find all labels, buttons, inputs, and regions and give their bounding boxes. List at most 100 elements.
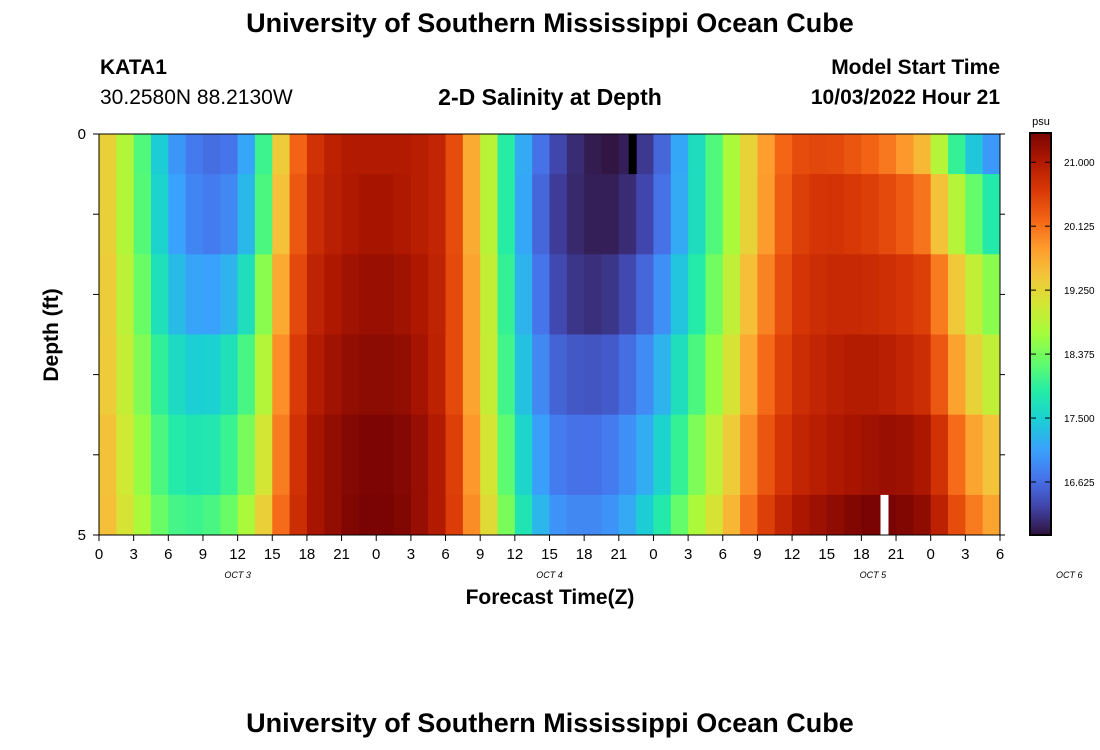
heatmap-cell [445,134,464,175]
heatmap-cell [220,414,239,496]
heatmap-cell [532,254,551,336]
heatmap-cell [584,254,603,336]
heatmap-cell [982,254,1000,336]
heatmap-cell [826,254,845,336]
heatmap-cell [792,334,811,416]
heatmap-cell [584,174,603,255]
heatmap-cell [532,494,551,535]
heatmap-cell [324,414,343,496]
heatmap-cell [948,414,966,496]
heatmap-cell [306,254,325,336]
heatmap-cell [896,254,914,336]
heatmap-cell [601,414,620,496]
heatmap-cell [670,334,689,416]
y-axis: 05 [78,126,1005,544]
heatmap-cell [220,494,239,535]
colorbar: psu 21.000 20.125 19.250 18.375 17.500 16.625 [1029,116,1095,536]
page-title: University of Southern Mississippi Ocean… [246,8,854,38]
x-tick-label: 3 [407,546,415,563]
heatmap-cell [757,134,776,175]
x-tick-label: 0 [649,546,657,563]
colorbar-tick-label: 16.625 [1064,478,1095,489]
heatmap-cell [844,334,862,416]
heatmap-cell [601,254,620,336]
heatmap-cell [948,254,966,336]
x-tick-label: 0 [927,546,935,563]
heatmap-cell [185,494,204,535]
heatmap-cell [913,494,932,535]
heatmap-cell [757,494,776,535]
heatmap-cell [116,494,135,535]
heatmap-cell [809,414,828,496]
heatmap-cell [410,254,429,336]
heatmap-cell [930,334,949,416]
heatmap-cell [358,334,377,416]
heatmap-cell [445,254,464,336]
heatmap-cell [930,254,949,336]
heatmap-cell [428,334,447,416]
heatmap-cell [445,334,464,416]
heatmap-cell [462,414,481,496]
heatmap-cell [740,414,759,496]
heatmap-cell [688,334,707,416]
heatmap-cell [497,134,516,175]
heatmap-cell [254,174,273,255]
missing-data-bar [628,134,637,175]
heatmap-cell [133,134,152,175]
heatmap-cell [705,254,724,336]
x-tick-label: 0 [372,546,380,563]
heatmap-cell [653,494,672,535]
heatmap-cell [878,134,897,175]
heatmap-cell [670,494,689,535]
heatmap-cell [324,174,343,255]
heatmap-cell [497,334,516,416]
heatmap-cell [722,174,741,255]
heatmap-cell [150,254,169,336]
heatmap-cell [480,134,499,175]
heatmap-cell [116,254,135,336]
heatmap-cell [202,414,221,496]
heatmap-cell [410,494,429,535]
heatmap-cell [584,134,603,175]
station-coordinates: 30.2580N 88.2130W [100,86,293,109]
heatmap-cell [740,494,759,535]
day-label: OCT 4 [536,570,563,580]
heatmap-cell [792,174,811,255]
heatmap-cell [844,254,862,336]
heatmap-cell [462,134,481,175]
heatmap-cell [237,334,256,416]
heatmap-cell [826,334,845,416]
heatmap-cell [982,134,1000,175]
heatmap-cell [497,494,516,535]
heatmap-cell [99,414,117,496]
heatmap-cell [930,174,949,255]
heatmap-cell [948,174,966,255]
heatmap-cell [688,414,707,496]
heatmap-cell [272,334,291,416]
heatmap-cell [306,414,325,496]
heatmap-cell [185,254,204,336]
heatmap-cell [861,494,880,535]
heatmap-cell [445,414,464,496]
heatmap-cell [272,494,291,535]
heatmap-cell [792,494,811,535]
heatmap-cell [948,334,966,416]
heatmap-cell [428,254,447,336]
heatmap-cell [688,134,707,175]
heatmap-cell [445,494,464,535]
heatmap-cell [653,254,672,336]
colorbar-swatch [1029,132,1052,536]
footer-title: University of Southern Mississippi Ocean… [246,708,854,738]
heatmap-cell [584,414,603,496]
heatmap-cell [254,134,273,175]
heatmap-cell [532,174,551,255]
heatmap-cell [809,334,828,416]
heatmap-cell [393,174,412,255]
heatmap-cell [688,174,707,255]
heatmap-cell [636,134,655,175]
heatmap-cell [393,254,412,336]
heatmap-cell [982,414,1000,496]
heatmap-cell [168,174,187,255]
heatmap-cell [809,494,828,535]
heatmap-cell [618,414,637,496]
